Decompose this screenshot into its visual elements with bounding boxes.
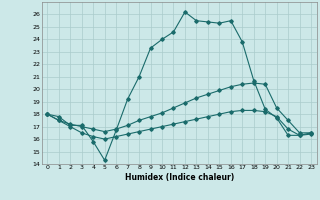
X-axis label: Humidex (Indice chaleur): Humidex (Indice chaleur) (124, 173, 234, 182)
